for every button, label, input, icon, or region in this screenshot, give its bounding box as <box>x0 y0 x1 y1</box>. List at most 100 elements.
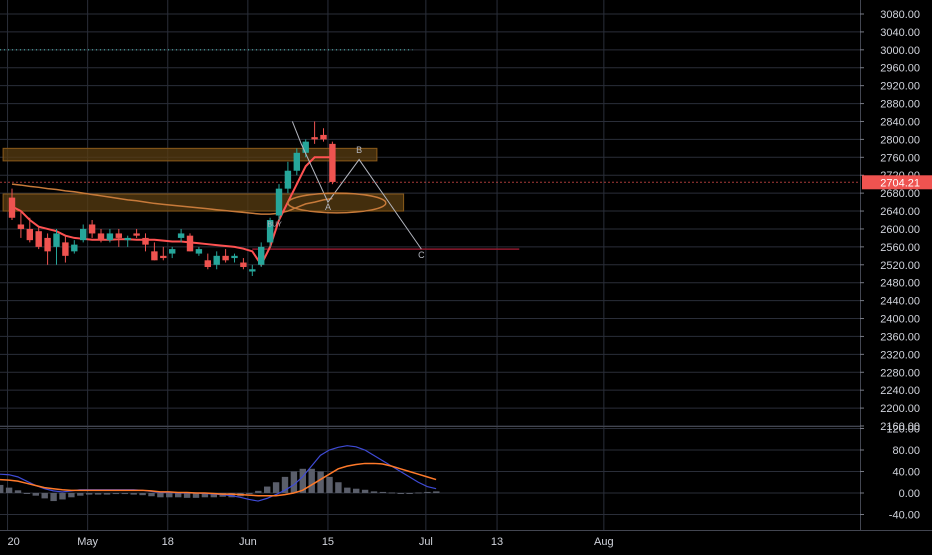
histogram-bar <box>94 493 102 495</box>
candle-body <box>62 242 69 256</box>
indicator-tick-label: 0.00 <box>899 488 920 500</box>
histogram-bar <box>344 487 351 493</box>
price-tick-label: 3040.00 <box>880 27 920 39</box>
candle-body <box>293 152 300 171</box>
histogram-bar <box>139 493 146 496</box>
last-price-badge <box>862 175 932 190</box>
histogram-bar <box>379 491 387 493</box>
time-tick-label: Jun <box>239 536 257 548</box>
histogram-bar <box>326 476 333 493</box>
price-tick-label: 2560.00 <box>880 242 920 254</box>
candle-body <box>106 233 114 241</box>
wave-label-b: B <box>356 145 362 155</box>
histogram-bar <box>59 493 66 500</box>
histogram-bar <box>415 492 422 494</box>
candle-body <box>320 134 327 140</box>
candle-body <box>266 220 274 243</box>
histogram-bar <box>255 490 262 493</box>
price-tick-label: 2320.00 <box>880 349 920 361</box>
candle-body <box>231 255 238 259</box>
candle-body <box>258 246 265 265</box>
candle-body <box>177 233 185 238</box>
histogram-bar <box>272 482 280 493</box>
candle-body <box>26 228 33 241</box>
histogram-bar <box>388 492 395 494</box>
candle-body <box>249 269 256 272</box>
indicator-tick-label: 40.00 <box>892 467 920 479</box>
price-tick-label: 2880.00 <box>880 99 920 111</box>
candle-body <box>88 224 96 234</box>
indicator-tick-label: -40.00 <box>889 510 920 522</box>
price-tick-label: 2400.00 <box>880 314 920 326</box>
histogram-bar <box>121 493 128 495</box>
price-tick-label: 2240.00 <box>880 385 920 397</box>
price-tick-label: 2960.00 <box>880 63 920 75</box>
histogram-bar <box>246 493 253 495</box>
histogram-bar <box>281 476 289 493</box>
candle-body <box>195 249 203 254</box>
candle-body <box>80 228 87 241</box>
histogram-bar <box>103 493 111 495</box>
time-axis-panel <box>0 531 932 550</box>
histogram-bar <box>68 493 75 498</box>
price-tick-label: 2640.00 <box>880 206 920 218</box>
candle-body <box>240 262 247 268</box>
histogram-bar <box>23 493 31 494</box>
price-tick-label: 2600.00 <box>880 224 920 236</box>
price-tick-label: 2480.00 <box>880 278 920 290</box>
wave-label-c: C <box>418 250 425 260</box>
histogram-bar <box>353 488 360 493</box>
time-tick-label: 15 <box>322 536 334 548</box>
candle-body <box>186 235 194 252</box>
histogram-bar <box>14 490 22 493</box>
histogram-bar <box>183 493 191 498</box>
histogram-bar <box>264 486 271 493</box>
candle-body <box>44 237 51 252</box>
time-tick-label: 13 <box>491 536 503 548</box>
histogram-bar <box>308 468 315 493</box>
supply-demand-zone <box>2 147 378 162</box>
candle-body <box>169 249 176 254</box>
time-tick-label: Aug <box>594 536 614 548</box>
candle-body <box>133 233 140 236</box>
histogram-bar <box>77 493 84 496</box>
candle-body <box>124 237 131 241</box>
price-tick-label: 2680.00 <box>880 188 920 200</box>
histogram-bar <box>397 493 404 494</box>
candle-body <box>302 141 309 153</box>
price-tick-label: 2360.00 <box>880 331 920 343</box>
candle-body <box>284 170 292 189</box>
histogram-bar <box>210 493 217 498</box>
candle-body <box>275 188 283 216</box>
supply-demand-zone <box>2 193 405 212</box>
histogram-bar <box>317 471 324 493</box>
wave-label-a: A <box>325 202 331 212</box>
time-tick-label: 18 <box>162 536 174 548</box>
price-tick-label: 3000.00 <box>880 45 920 57</box>
highlight-ellipse <box>287 192 387 214</box>
histogram-bar <box>192 493 200 498</box>
candle-body <box>160 255 167 259</box>
candle-body <box>329 143 336 182</box>
price-tick-label: 2280.00 <box>880 367 920 379</box>
price-tick-label: 2200.00 <box>880 403 920 415</box>
histogram-bar <box>41 493 48 499</box>
histogram-bar <box>166 493 173 498</box>
candle-body <box>97 233 105 241</box>
last-price-badge-label: 2704.21 <box>880 177 920 189</box>
histogram-bar <box>299 468 306 493</box>
time-tick-label: 20 <box>8 536 20 548</box>
price-tick-label: 2840.00 <box>880 116 920 128</box>
indicator-tick-label: 120.00 <box>886 424 920 436</box>
candle-body <box>311 137 318 140</box>
signal-line <box>0 462 437 497</box>
histogram-bar <box>50 493 57 502</box>
candle-body <box>71 244 78 252</box>
price-tick-label: 2800.00 <box>880 134 920 146</box>
histogram-bar <box>406 493 413 494</box>
candle-body <box>142 237 149 245</box>
histogram-bar <box>148 493 155 497</box>
price-tick-label: 2440.00 <box>880 296 920 308</box>
